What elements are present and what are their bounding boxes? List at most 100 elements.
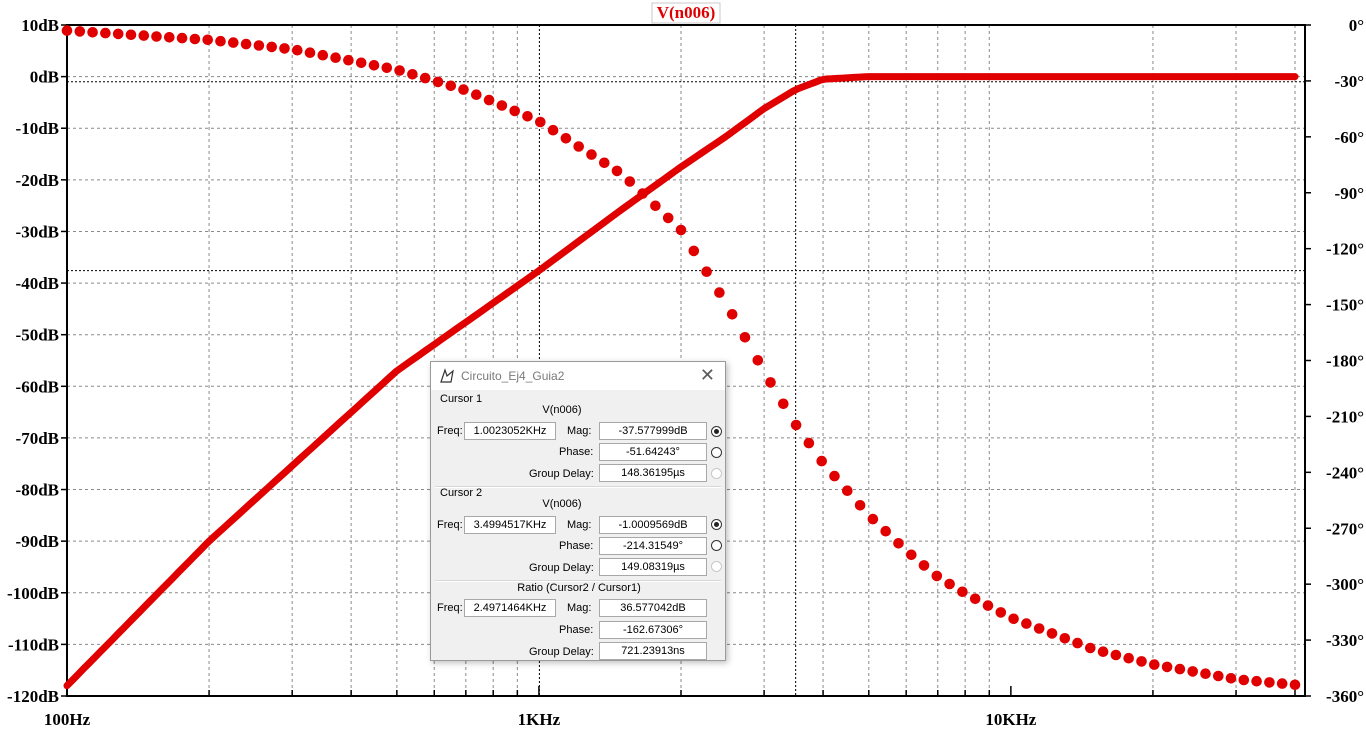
y-right-tick-label: -60°: [1335, 128, 1364, 147]
phase-point: [112, 28, 124, 40]
cursor1-phase-field[interactable]: -51.64243°: [599, 443, 707, 461]
separator: [435, 486, 721, 488]
phase-point: [535, 116, 546, 128]
phase-point: [944, 578, 955, 590]
phase-point: [483, 94, 495, 106]
phase-point: [880, 525, 891, 537]
ratio-freq-label: Freq:: [437, 602, 463, 614]
cursor2-gd-radio[interactable]: [711, 561, 722, 572]
cursor2-mag-field[interactable]: -1.0009569dB: [599, 516, 707, 534]
phase-point: [969, 593, 981, 605]
phase-point: [1059, 633, 1071, 644]
phase-point: [1136, 656, 1147, 667]
cursor1-mag-field[interactable]: -37.577999dB: [599, 422, 707, 440]
y-left-tick-label: 10dB: [21, 16, 59, 35]
phase-point: [778, 398, 789, 410]
phase-point: [471, 89, 482, 100]
phase-point: [1187, 666, 1198, 677]
phase-point: [215, 35, 226, 47]
phase-point: [906, 549, 917, 561]
ratio-mag-label: Mag:: [567, 602, 592, 614]
y-left-tick-label: -120dB: [7, 687, 59, 706]
phase-point: [304, 47, 316, 58]
ratio-gd-field[interactable]: 721.23913ns: [599, 642, 707, 660]
phase-point: [1289, 679, 1301, 691]
phase-point: [330, 52, 341, 63]
ratio-freq-field[interactable]: 2.4971464KHz: [464, 599, 556, 617]
chart-title: V(n006): [657, 3, 716, 22]
cursor2-gd-label: Group Delay:: [529, 562, 594, 574]
cursor-dialog[interactable]: Circuito_Ej4_Guia2 ✕ Cursor 1 V(n006) Fr…: [430, 361, 726, 661]
phase-point: [394, 65, 405, 76]
phase-point: [381, 62, 393, 74]
phase-point: [1085, 642, 1096, 654]
cursor1-mag-label: Mag:: [567, 425, 592, 437]
phase-point: [1276, 678, 1288, 689]
ratio-mag-field[interactable]: 36.577042dB: [599, 599, 707, 617]
dialog-titlebar[interactable]: Circuito_Ej4_Guia2 ✕: [431, 362, 725, 390]
x-tick-label: 100Hz: [44, 710, 91, 729]
phase-point: [982, 600, 994, 611]
ratio-phase-label: Phase:: [559, 624, 594, 636]
x-tick-label: 10KHz: [985, 710, 1036, 729]
cursor1-header: Cursor 1: [440, 393, 483, 405]
phase-point: [854, 500, 866, 511]
phase-point: [317, 49, 329, 61]
y-right-tick-label: -300°: [1326, 575, 1364, 594]
phase-point: [650, 200, 661, 212]
series-layer: [61, 25, 1301, 691]
phase-point: [1149, 659, 1160, 670]
phase-point: [240, 38, 252, 50]
y-left-tick-label: -60dB: [16, 377, 59, 396]
cursor1-gd-label: Group Delay:: [529, 468, 594, 480]
ratio-phase-field[interactable]: -162.67306°: [599, 621, 707, 639]
cursor2-freq-field[interactable]: 3.4994517KHz: [464, 516, 556, 534]
phase-point: [1264, 677, 1275, 688]
cursor1-gd-field[interactable]: 148.36195µs: [599, 464, 707, 482]
y-left-tick-label: 0dB: [30, 68, 59, 87]
phase-point: [1097, 646, 1109, 657]
y-right-tick-label: 0°: [1349, 16, 1364, 35]
phase-point: [125, 29, 137, 41]
y-right-tick-label: -150°: [1326, 296, 1364, 315]
cursor1-freq-label: Freq:: [437, 425, 463, 437]
cursor2-freq-label: Freq:: [437, 519, 463, 531]
cursor1-trace: V(n006): [542, 404, 582, 416]
phase-point: [189, 33, 201, 45]
phase-point: [445, 80, 457, 92]
phase-point: [343, 54, 354, 66]
y-right-tick-label: -30°: [1335, 72, 1364, 91]
phase-point: [1200, 668, 1211, 679]
phase-point: [407, 69, 418, 80]
phase-point: [995, 607, 1007, 618]
y-left-tick-label: -70dB: [16, 429, 59, 448]
phase-point: [458, 84, 469, 95]
phase-point: [803, 437, 815, 449]
y-right-tick-label: -240°: [1326, 463, 1364, 482]
phase-point: [739, 332, 751, 343]
cursor1-freq-field[interactable]: 1.0023052KHz: [464, 422, 556, 440]
phase-point: [1110, 649, 1122, 661]
cursor1-mag-radio[interactable]: [711, 426, 722, 437]
phase-point: [560, 133, 572, 144]
phase-point: [1123, 652, 1134, 664]
y-left-tick-label: -50dB: [16, 326, 59, 345]
cursor1-gd-radio[interactable]: [711, 468, 722, 479]
phase-point: [611, 165, 623, 177]
cursor2-mag-radio[interactable]: [711, 519, 722, 530]
y-left-tick-label: -90dB: [16, 532, 59, 551]
close-icon[interactable]: ✕: [699, 365, 715, 385]
phase-point: [867, 513, 879, 525]
cursor2-phase-radio[interactable]: [711, 540, 722, 551]
y-left-tick-label: -30dB: [16, 222, 59, 241]
phase-point: [662, 212, 674, 224]
cursor1-phase-radio[interactable]: [711, 447, 722, 458]
y-left-tick-label: -80dB: [16, 481, 59, 500]
cursor2-phase-field[interactable]: -214.31549°: [599, 537, 707, 555]
phase-point: [624, 176, 636, 187]
cursor2-mag-label: Mag:: [567, 519, 592, 531]
cursor2-phase-label: Phase:: [559, 540, 594, 552]
cursor2-gd-field[interactable]: 149.08319µs: [599, 558, 707, 576]
phase-point: [790, 419, 802, 431]
